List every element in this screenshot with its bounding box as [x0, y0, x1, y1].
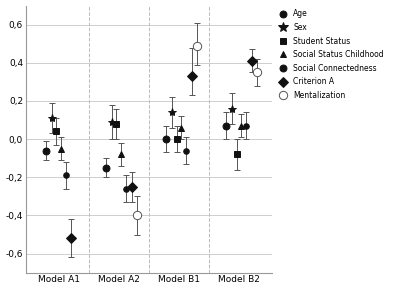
- Legend: Age, Sex, Student Status, Social Status Childhood, Social Connectedness, Criteri: Age, Sex, Student Status, Social Status …: [276, 9, 384, 100]
